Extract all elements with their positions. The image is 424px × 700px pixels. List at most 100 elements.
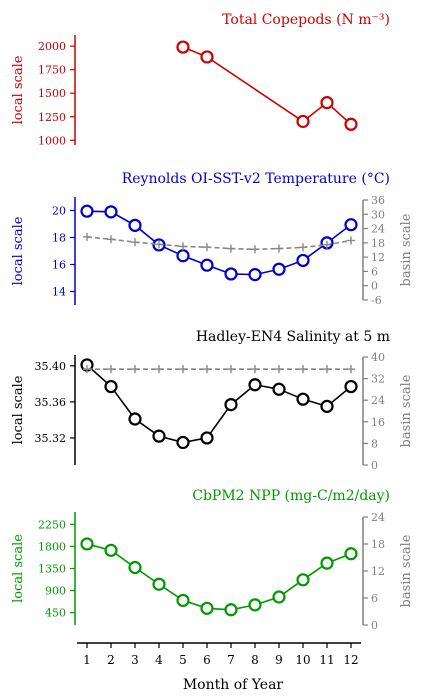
right-tick-label: 12	[371, 565, 385, 578]
left-tick-label: 450	[45, 607, 66, 620]
data-point	[344, 218, 358, 232]
chart-title: Hadley-EN4 Salinity at 5 m	[196, 329, 390, 345]
right-tick-label: 0	[371, 459, 378, 472]
data-point	[296, 253, 310, 268]
data-point	[200, 50, 214, 64]
right-tick-label: 24	[371, 394, 385, 407]
data-point	[224, 397, 238, 412]
left-tick-label: 18	[52, 232, 66, 245]
data-point	[200, 601, 214, 615]
left-tick-label: 35.32	[35, 432, 67, 445]
data-point	[296, 573, 310, 587]
right-axis-label: basin scale	[399, 374, 414, 447]
right-tick-label: 0	[371, 619, 378, 632]
data-point	[200, 431, 214, 445]
left-tick-label: 14	[52, 286, 66, 299]
right-tick-label: 18	[371, 538, 385, 551]
left-tick-label: 1350	[38, 563, 66, 576]
data-point	[272, 590, 286, 604]
x-tick-label: 10	[295, 653, 310, 667]
data-point	[320, 399, 334, 413]
data-point	[176, 593, 190, 608]
data-point	[296, 114, 310, 129]
x-tick-label: 9	[275, 653, 283, 667]
data-point	[248, 268, 262, 282]
data-point	[272, 262, 286, 276]
data-point	[224, 267, 238, 281]
chart-title: Reynolds OI-SST-v2 Temperature (°C)	[122, 171, 390, 187]
right-tick-label: 18	[371, 237, 385, 250]
left-tick-label: 16	[52, 259, 66, 272]
right-tick-label: 24	[371, 223, 385, 236]
left-tick-label: 35.36	[35, 396, 67, 409]
right-tick-label: 8	[371, 437, 378, 450]
left-axis-label: local scale	[11, 375, 26, 444]
x-tick-label: 4	[155, 653, 163, 667]
right-tick-label: 30	[371, 208, 385, 221]
left-tick-label: 1500	[38, 87, 66, 100]
chart-panel-4: CbPM2 NPP (mg-C/m2/day) 2250 1800 1350 900 45…	[11, 488, 414, 632]
x-tick-label: 5	[179, 653, 187, 667]
data-point	[320, 96, 334, 110]
x-tick-label: 3	[131, 653, 139, 667]
local-series-line	[86, 210, 352, 276]
data-point	[104, 379, 118, 394]
x-tick-label: 8	[251, 653, 259, 667]
left-tick-label: 35.40	[35, 360, 67, 373]
right-tick-label: 6	[371, 265, 378, 278]
right-tick-label: 40	[371, 351, 385, 364]
data-point	[128, 218, 142, 232]
data-point	[296, 392, 310, 406]
data-point	[272, 382, 286, 396]
right-tick-label: 32	[371, 373, 385, 386]
left-tick-label: 2250	[38, 518, 66, 531]
x-tick-label: 2	[107, 653, 115, 667]
data-point	[248, 378, 262, 392]
x-tick-label: 1	[83, 653, 91, 667]
data-point	[320, 556, 334, 570]
data-point	[176, 435, 190, 450]
data-point	[152, 577, 166, 591]
right-axis-label: basin scale	[399, 213, 414, 286]
data-point	[80, 204, 94, 218]
data-point	[224, 603, 238, 617]
month-axis: Month of Year 1 2 3 4 5 6 7 8 9 10 11 12	[77, 642, 361, 693]
x-tick-label: 11	[319, 653, 334, 667]
data-point	[176, 40, 190, 54]
right-axis-label: basin scale	[399, 534, 414, 607]
chart-panel-3: Hadley-EN4 Salinity at 5 m 35.40 35.36 35.3…	[11, 329, 414, 472]
left-tick-label: 2000	[38, 40, 66, 53]
data-point	[104, 205, 118, 219]
right-tick-label: 12	[371, 251, 385, 264]
data-point	[248, 598, 262, 612]
chart-title: Total Copepods (N m⁻³)	[222, 12, 390, 28]
chart-panels: Total Copepods (N m⁻³)200017501500125010…	[11, 12, 414, 632]
chart-panel-1: Total Copepods (N m⁻³) 2000 1750 1500 1250 10…	[11, 12, 390, 147]
data-point	[152, 429, 166, 443]
chart-title: CbPM2 NPP (mg-C/m2/day)	[192, 488, 390, 504]
right-tick-label: 36	[371, 194, 385, 207]
left-axis-label: local scale	[11, 55, 26, 124]
local-series-line	[86, 543, 352, 611]
right-tick-label: -6	[371, 294, 382, 307]
basin-series-line	[86, 236, 352, 251]
x-tick-label: 7	[227, 653, 235, 667]
left-tick-label: 1800	[38, 540, 66, 553]
right-tick-label: 16	[371, 416, 385, 429]
left-tick-label: 900	[45, 585, 66, 598]
x-tick-label: 6	[203, 653, 211, 667]
data-point	[128, 560, 142, 575]
data-point	[80, 537, 94, 551]
left-tick-label: 1750	[38, 64, 66, 77]
data-point	[344, 379, 358, 394]
left-tick-label: 20	[52, 205, 66, 218]
data-point	[344, 547, 358, 561]
x-axis-label: Month of Year	[183, 677, 284, 693]
x-tick-label: 12	[343, 653, 358, 667]
data-point	[128, 412, 142, 426]
chart-panel-2: Reynolds OI-SST-v2 Temperature (°C)20181…	[11, 171, 414, 307]
local-series-line	[86, 364, 352, 444]
left-axis-label: local scale	[11, 534, 26, 603]
data-point	[104, 543, 118, 557]
